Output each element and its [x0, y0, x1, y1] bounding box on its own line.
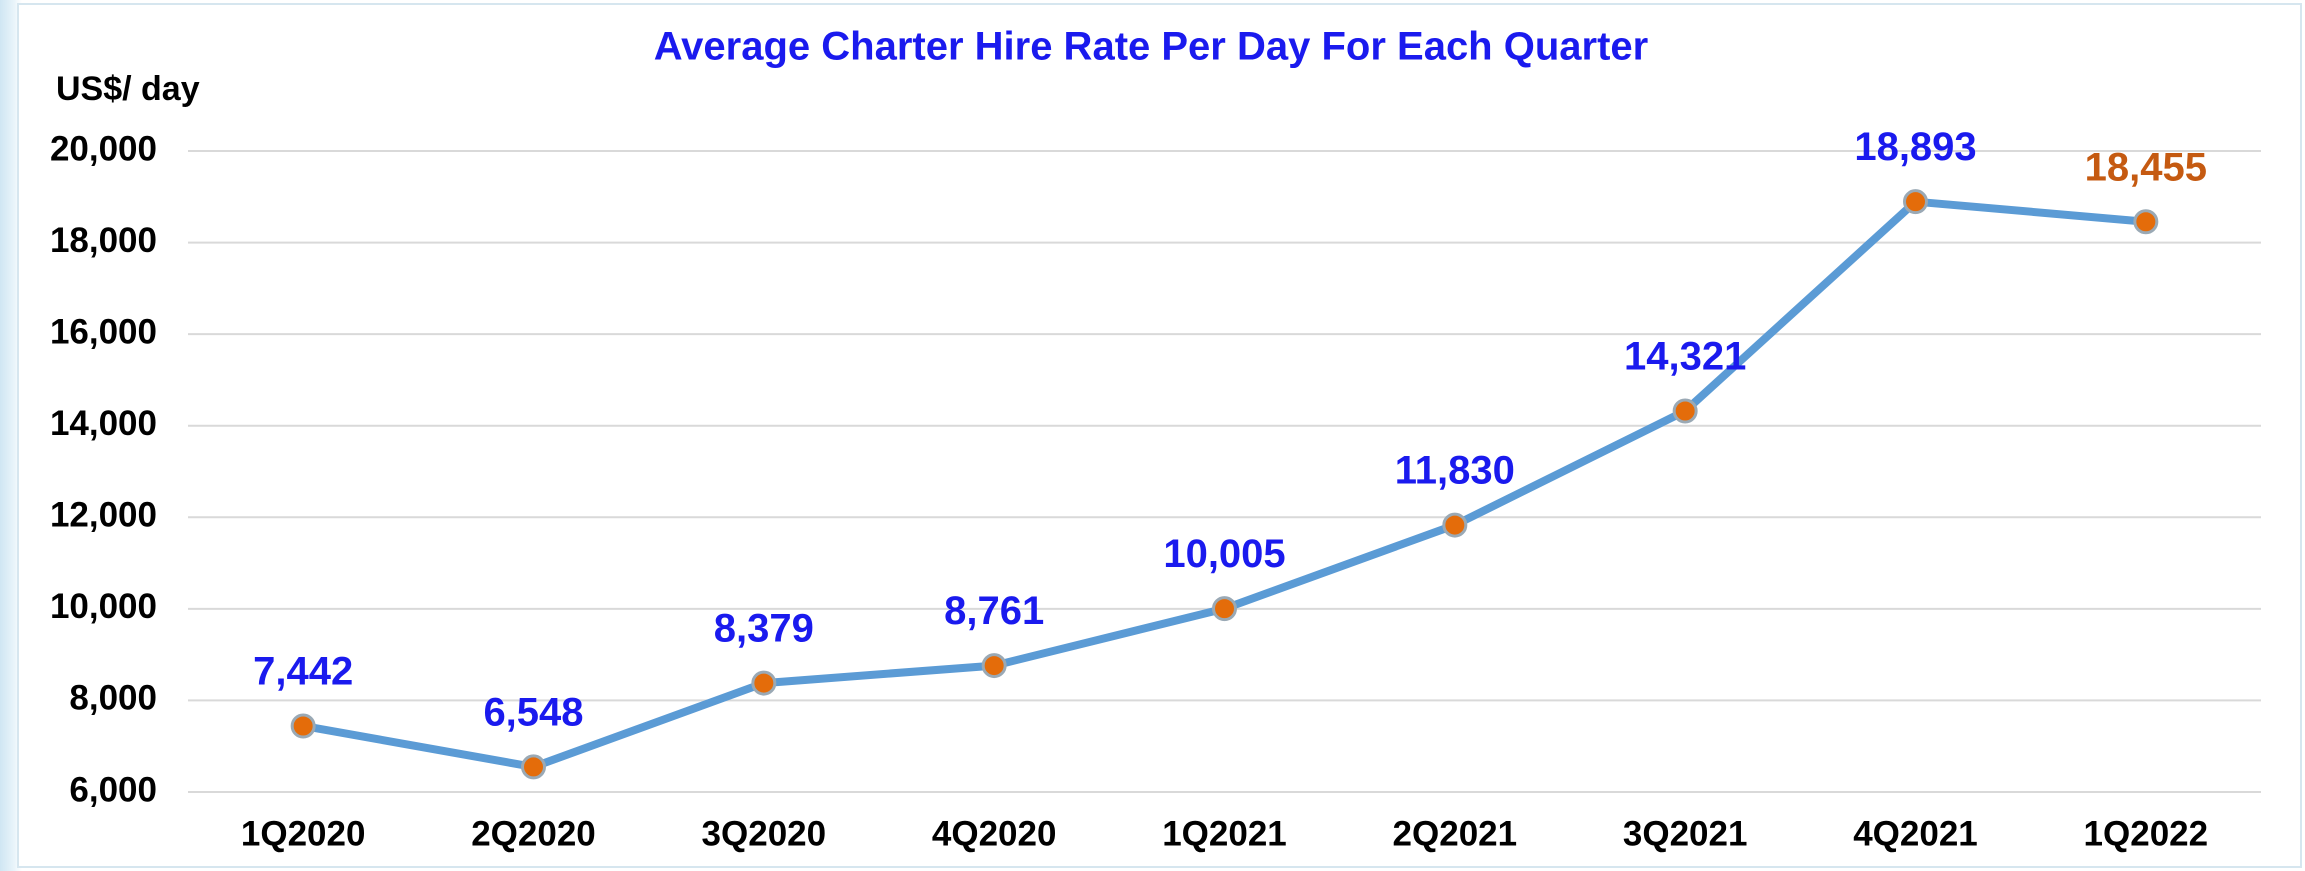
y-tick-label: 8,000	[69, 679, 157, 718]
y-tick-label: 20,000	[50, 129, 157, 168]
marker	[290, 713, 316, 739]
marker	[1442, 512, 1468, 538]
marker	[751, 670, 777, 696]
x-tick-label: 3Q2020	[702, 814, 827, 853]
marker	[1903, 189, 1928, 215]
x-tick-label: 1Q2020	[241, 814, 366, 853]
data-label: 18,455	[2085, 145, 2207, 189]
x-tick-label: 1Q2021	[1162, 814, 1287, 853]
data-label: 14,321	[1624, 335, 1746, 379]
x-tick-label: 4Q2020	[932, 814, 1057, 853]
data-label: 7,442	[253, 650, 353, 694]
marker	[521, 754, 546, 780]
y-tick-label: 14,000	[50, 404, 157, 443]
y-tick-label: 12,000	[50, 496, 157, 535]
data-label: 10,005	[1163, 532, 1285, 576]
y-tick-label: 16,000	[50, 312, 157, 351]
x-tick-label: 3Q2021	[1623, 814, 1748, 853]
marker	[981, 653, 1007, 679]
y-tick-label: 6,000	[69, 770, 157, 809]
chart-panel	[17, 3, 2302, 868]
data-label: 8,761	[944, 589, 1044, 633]
x-tick-label: 1Q2022	[2084, 814, 2209, 853]
marker	[2133, 209, 2159, 235]
y-axis-label: US$/ day	[56, 70, 200, 108]
chart-title: Average Charter Hire Rate Per Day For Ea…	[654, 25, 1648, 69]
x-tick-label: 2Q2020	[471, 814, 596, 853]
data-label: 18,893	[1854, 125, 1976, 169]
data-label: 8,379	[714, 607, 814, 651]
marker	[1672, 398, 1698, 424]
x-tick-label: 4Q2021	[1853, 814, 1978, 853]
y-tick-label: 10,000	[50, 587, 157, 626]
marker	[1212, 596, 1237, 622]
y-tick-label: 18,000	[50, 221, 157, 260]
data-label: 6,548	[483, 690, 583, 734]
x-tick-label: 2Q2021	[1393, 814, 1518, 853]
data-label: 11,830	[1395, 449, 1515, 493]
